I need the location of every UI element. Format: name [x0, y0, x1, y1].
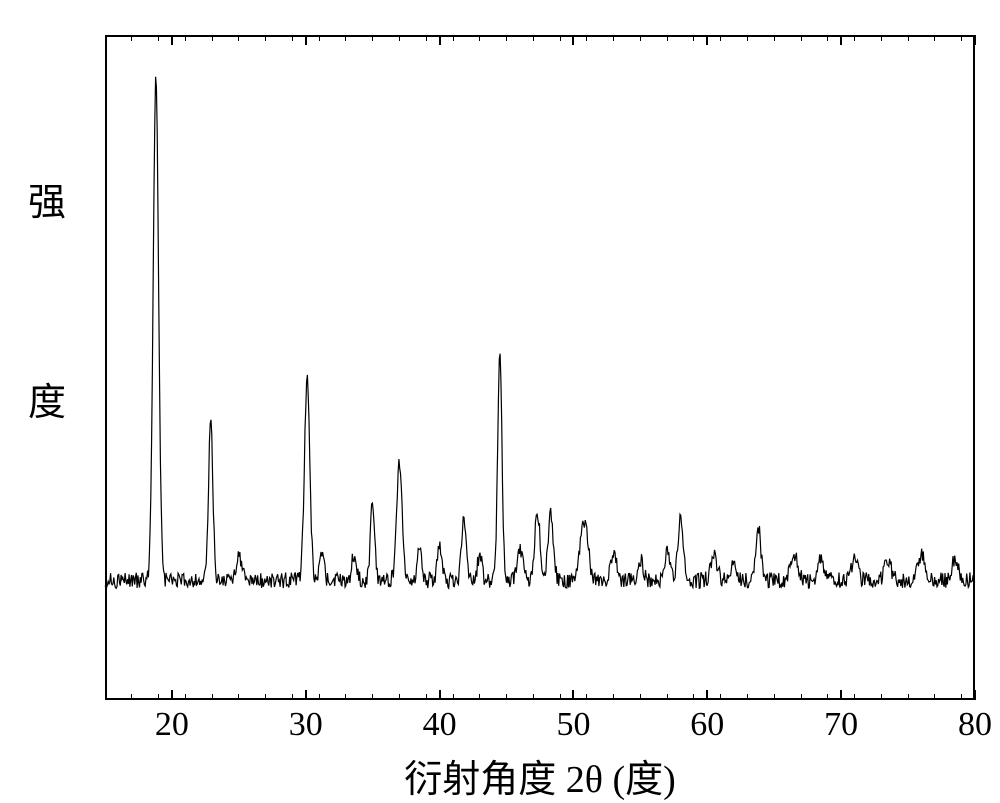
x-tick-minor-top [319, 35, 320, 41]
x-tick-major-top [974, 35, 976, 45]
x-tick-minor [131, 694, 132, 700]
x-tick-minor [586, 694, 587, 700]
x-tick-label: 60 [690, 706, 724, 744]
x-tick-minor-top [934, 35, 935, 41]
x-tick-minor-top [453, 35, 454, 41]
x-tick-minor [453, 694, 454, 700]
x-tick-minor-top [961, 35, 962, 41]
x-tick-minor-top [399, 35, 400, 41]
x-tick-minor [934, 694, 935, 700]
xrd-chart: 强 度 衍射角度 2θ (度) 20304050607080 [0, 0, 1000, 795]
x-tick-major-top [706, 35, 708, 45]
x-tick-major [572, 690, 574, 700]
x-tick-minor-top [747, 35, 748, 41]
x-tick-minor-top [372, 35, 373, 41]
x-tick-major [706, 690, 708, 700]
x-tick-major-top [439, 35, 441, 45]
x-tick-minor [212, 694, 213, 700]
spectrum-path [105, 77, 975, 589]
x-tick-minor-top [667, 35, 668, 41]
x-tick-label: 50 [556, 706, 590, 744]
x-tick-minor [720, 694, 721, 700]
x-tick-major-top [171, 35, 173, 45]
x-tick-minor-top [908, 35, 909, 41]
x-tick-minor-top [801, 35, 802, 41]
x-tick-minor-top [479, 35, 480, 41]
x-tick-minor [774, 694, 775, 700]
x-tick-minor-top [506, 35, 507, 41]
x-tick-major [171, 690, 173, 700]
x-tick-minor [881, 694, 882, 700]
x-tick-minor [399, 694, 400, 700]
x-tick-minor [185, 694, 186, 700]
x-tick-minor [265, 694, 266, 700]
x-tick-minor [908, 694, 909, 700]
x-tick-minor-top [613, 35, 614, 41]
x-tick-minor [426, 694, 427, 700]
x-tick-minor-top [881, 35, 882, 41]
x-tick-minor-top [212, 35, 213, 41]
x-tick-minor-top [131, 35, 132, 41]
x-tick-major [439, 690, 441, 700]
x-tick-minor [827, 694, 828, 700]
x-tick-major [305, 690, 307, 700]
x-tick-label: 70 [824, 706, 858, 744]
x-tick-minor-top [158, 35, 159, 41]
x-tick-major [840, 690, 842, 700]
x-tick-minor-top [533, 35, 534, 41]
x-tick-minor-top [345, 35, 346, 41]
x-tick-label: 30 [289, 706, 323, 744]
x-tick-minor [292, 694, 293, 700]
x-tick-minor [506, 694, 507, 700]
x-tick-minor [479, 694, 480, 700]
x-tick-label: 80 [958, 706, 992, 744]
x-tick-minor-top [238, 35, 239, 41]
x-tick-minor-top [426, 35, 427, 41]
x-tick-minor [533, 694, 534, 700]
x-tick-label: 20 [155, 706, 189, 744]
x-tick-minor [693, 694, 694, 700]
x-tick-minor-top [774, 35, 775, 41]
x-tick-minor [345, 694, 346, 700]
x-tick-minor-top [292, 35, 293, 41]
x-tick-minor-top [560, 35, 561, 41]
x-tick-minor [667, 694, 668, 700]
x-tick-major [974, 690, 976, 700]
x-tick-minor [560, 694, 561, 700]
x-tick-minor [158, 694, 159, 700]
x-tick-minor-top [693, 35, 694, 41]
x-tick-minor [372, 694, 373, 700]
x-tick-minor-top [854, 35, 855, 41]
x-tick-minor-top [640, 35, 641, 41]
x-tick-minor [238, 694, 239, 700]
x-tick-minor [319, 694, 320, 700]
x-tick-minor-top [720, 35, 721, 41]
xrd-spectrum-line [0, 0, 1000, 795]
x-tick-major-top [572, 35, 574, 45]
x-tick-label: 40 [423, 706, 457, 744]
x-tick-minor [747, 694, 748, 700]
x-tick-major-top [840, 35, 842, 45]
x-tick-minor-top [185, 35, 186, 41]
x-tick-minor [854, 694, 855, 700]
x-tick-minor [961, 694, 962, 700]
x-tick-minor-top [265, 35, 266, 41]
x-tick-minor [613, 694, 614, 700]
x-tick-major-top [305, 35, 307, 45]
x-tick-minor-top [827, 35, 828, 41]
x-tick-minor [801, 694, 802, 700]
x-tick-minor-top [586, 35, 587, 41]
x-tick-minor [640, 694, 641, 700]
